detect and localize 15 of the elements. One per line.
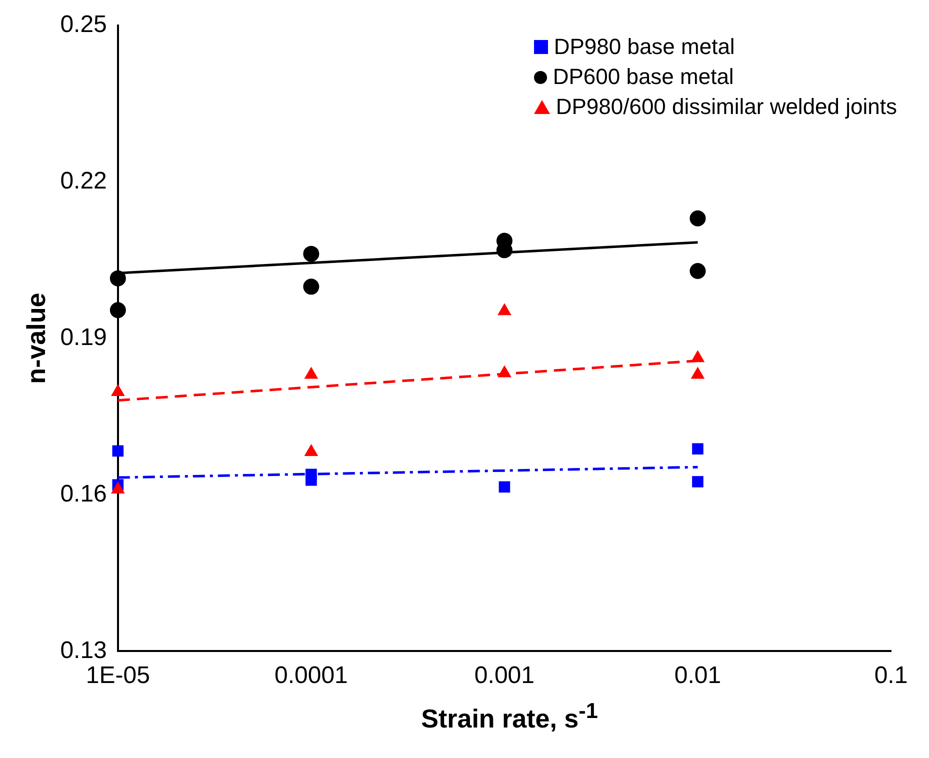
legend-label: DP980 base metal	[554, 33, 735, 61]
x-axis-title: Strain rate, s$^{-1}$	[420, 698, 599, 735]
legend-label: DP980/600 dissimilar welded joints	[556, 93, 897, 121]
y-axis-title: n-value	[20, 292, 51, 384]
y-tick-label: 0.22	[60, 167, 107, 194]
y-tick-label: 0.16	[60, 480, 107, 508]
y-tick-label: 0.19	[60, 324, 107, 351]
x-tick-label: 0.01	[674, 662, 722, 690]
x-tick-label: 0.0001	[274, 662, 348, 690]
x-tick-label: 0.001	[474, 662, 534, 690]
x-tick-label: 1E-05	[86, 662, 150, 690]
x-tick-label: 0.1	[874, 662, 908, 690]
legend-label: DP600 base metal	[552, 63, 734, 91]
y-tick-label: 0.25	[60, 11, 107, 38]
y-tick-label: 0.13	[60, 636, 107, 664]
